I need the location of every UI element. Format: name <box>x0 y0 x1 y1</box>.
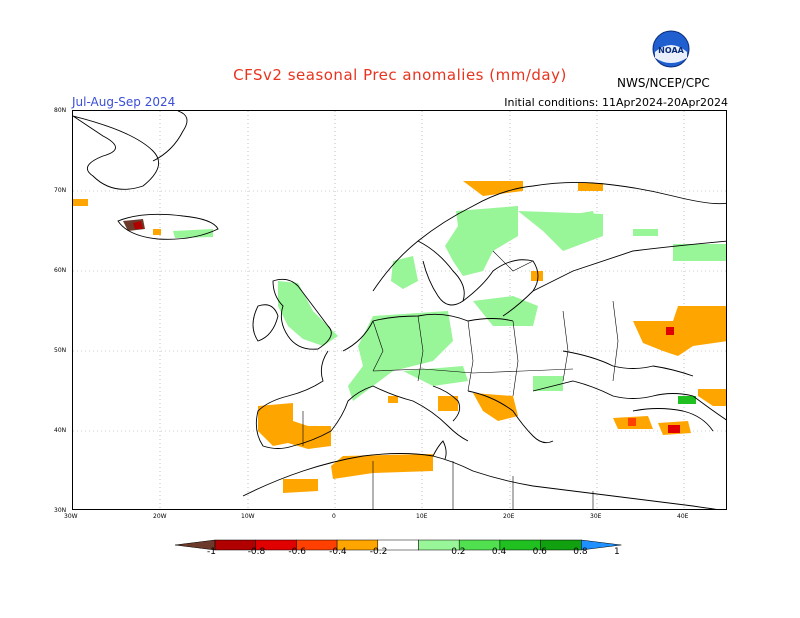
anomaly-wet-iceland <box>173 229 213 238</box>
anomaly-wet-caucasus <box>678 396 696 404</box>
anomaly-dry-southern-russia <box>73 181 726 435</box>
lon-label-40e: 40E <box>677 513 689 520</box>
colorbar-label: 1 <box>614 547 620 557</box>
anomaly-map <box>72 110 727 510</box>
colorbar-label: 0.6 <box>532 547 547 557</box>
lon-label-10w: 10W <box>241 513 255 520</box>
lon-label-10e: 10E <box>416 513 428 520</box>
colorbar <box>174 536 627 555</box>
coastlines <box>73 111 726 509</box>
colorbar-label: -0.4 <box>329 547 347 557</box>
anomaly-dry-north-africa <box>283 454 433 493</box>
anomaly-strong-dry-spots <box>123 219 680 433</box>
lon-label-20w: 20W <box>153 513 167 520</box>
lat-label-80n: 80N <box>54 107 67 114</box>
logo-text: NOAA <box>658 46 684 55</box>
noaa-logo: NOAA <box>652 30 690 68</box>
colorbar-label: -0.8 <box>247 547 266 557</box>
lat-label-60n: 60N <box>54 267 67 274</box>
lon-label-30w: 30W <box>64 513 78 520</box>
colorbar-label: -1 <box>207 547 216 557</box>
anomaly-wet-russia <box>563 211 726 261</box>
anomaly-wet-central-europe <box>348 311 563 401</box>
lat-label-30n: 30N <box>54 507 67 514</box>
country-borders <box>302 250 619 509</box>
colorbar-label: -0.6 <box>288 547 306 557</box>
lon-label-30e: 30E <box>590 513 602 520</box>
org-label: NWS/NCEP/CPC <box>617 76 710 90</box>
lat-label-40n: 40N <box>54 427 67 434</box>
lon-label-20e: 20E <box>503 513 515 520</box>
lon-label-0: 0 <box>332 513 336 520</box>
lat-label-70n: 70N <box>54 187 67 194</box>
lat-label-50n: 50N <box>54 347 67 354</box>
anomaly-wet-british-isles <box>278 281 338 346</box>
colorbar-label: 0.2 <box>451 547 466 557</box>
map-title: CFSv2 seasonal Prec anomalies (mm/day) <box>233 66 567 84</box>
anomaly-dry-iberia <box>258 403 331 449</box>
colorbar-label: 0.8 <box>573 547 588 557</box>
map-gridlines <box>73 111 726 509</box>
colorbar-label: -0.2 <box>369 547 388 557</box>
colorbar-label: 0.4 <box>491 547 507 557</box>
initial-conditions-label: Initial conditions: 11Apr2024-20Apr2024 <box>504 96 728 109</box>
season-label: Jul-Aug-Sep 2024 <box>72 95 176 109</box>
anomaly-dry-mediterranean <box>388 393 518 421</box>
colorbar-upper-extension <box>581 539 622 551</box>
